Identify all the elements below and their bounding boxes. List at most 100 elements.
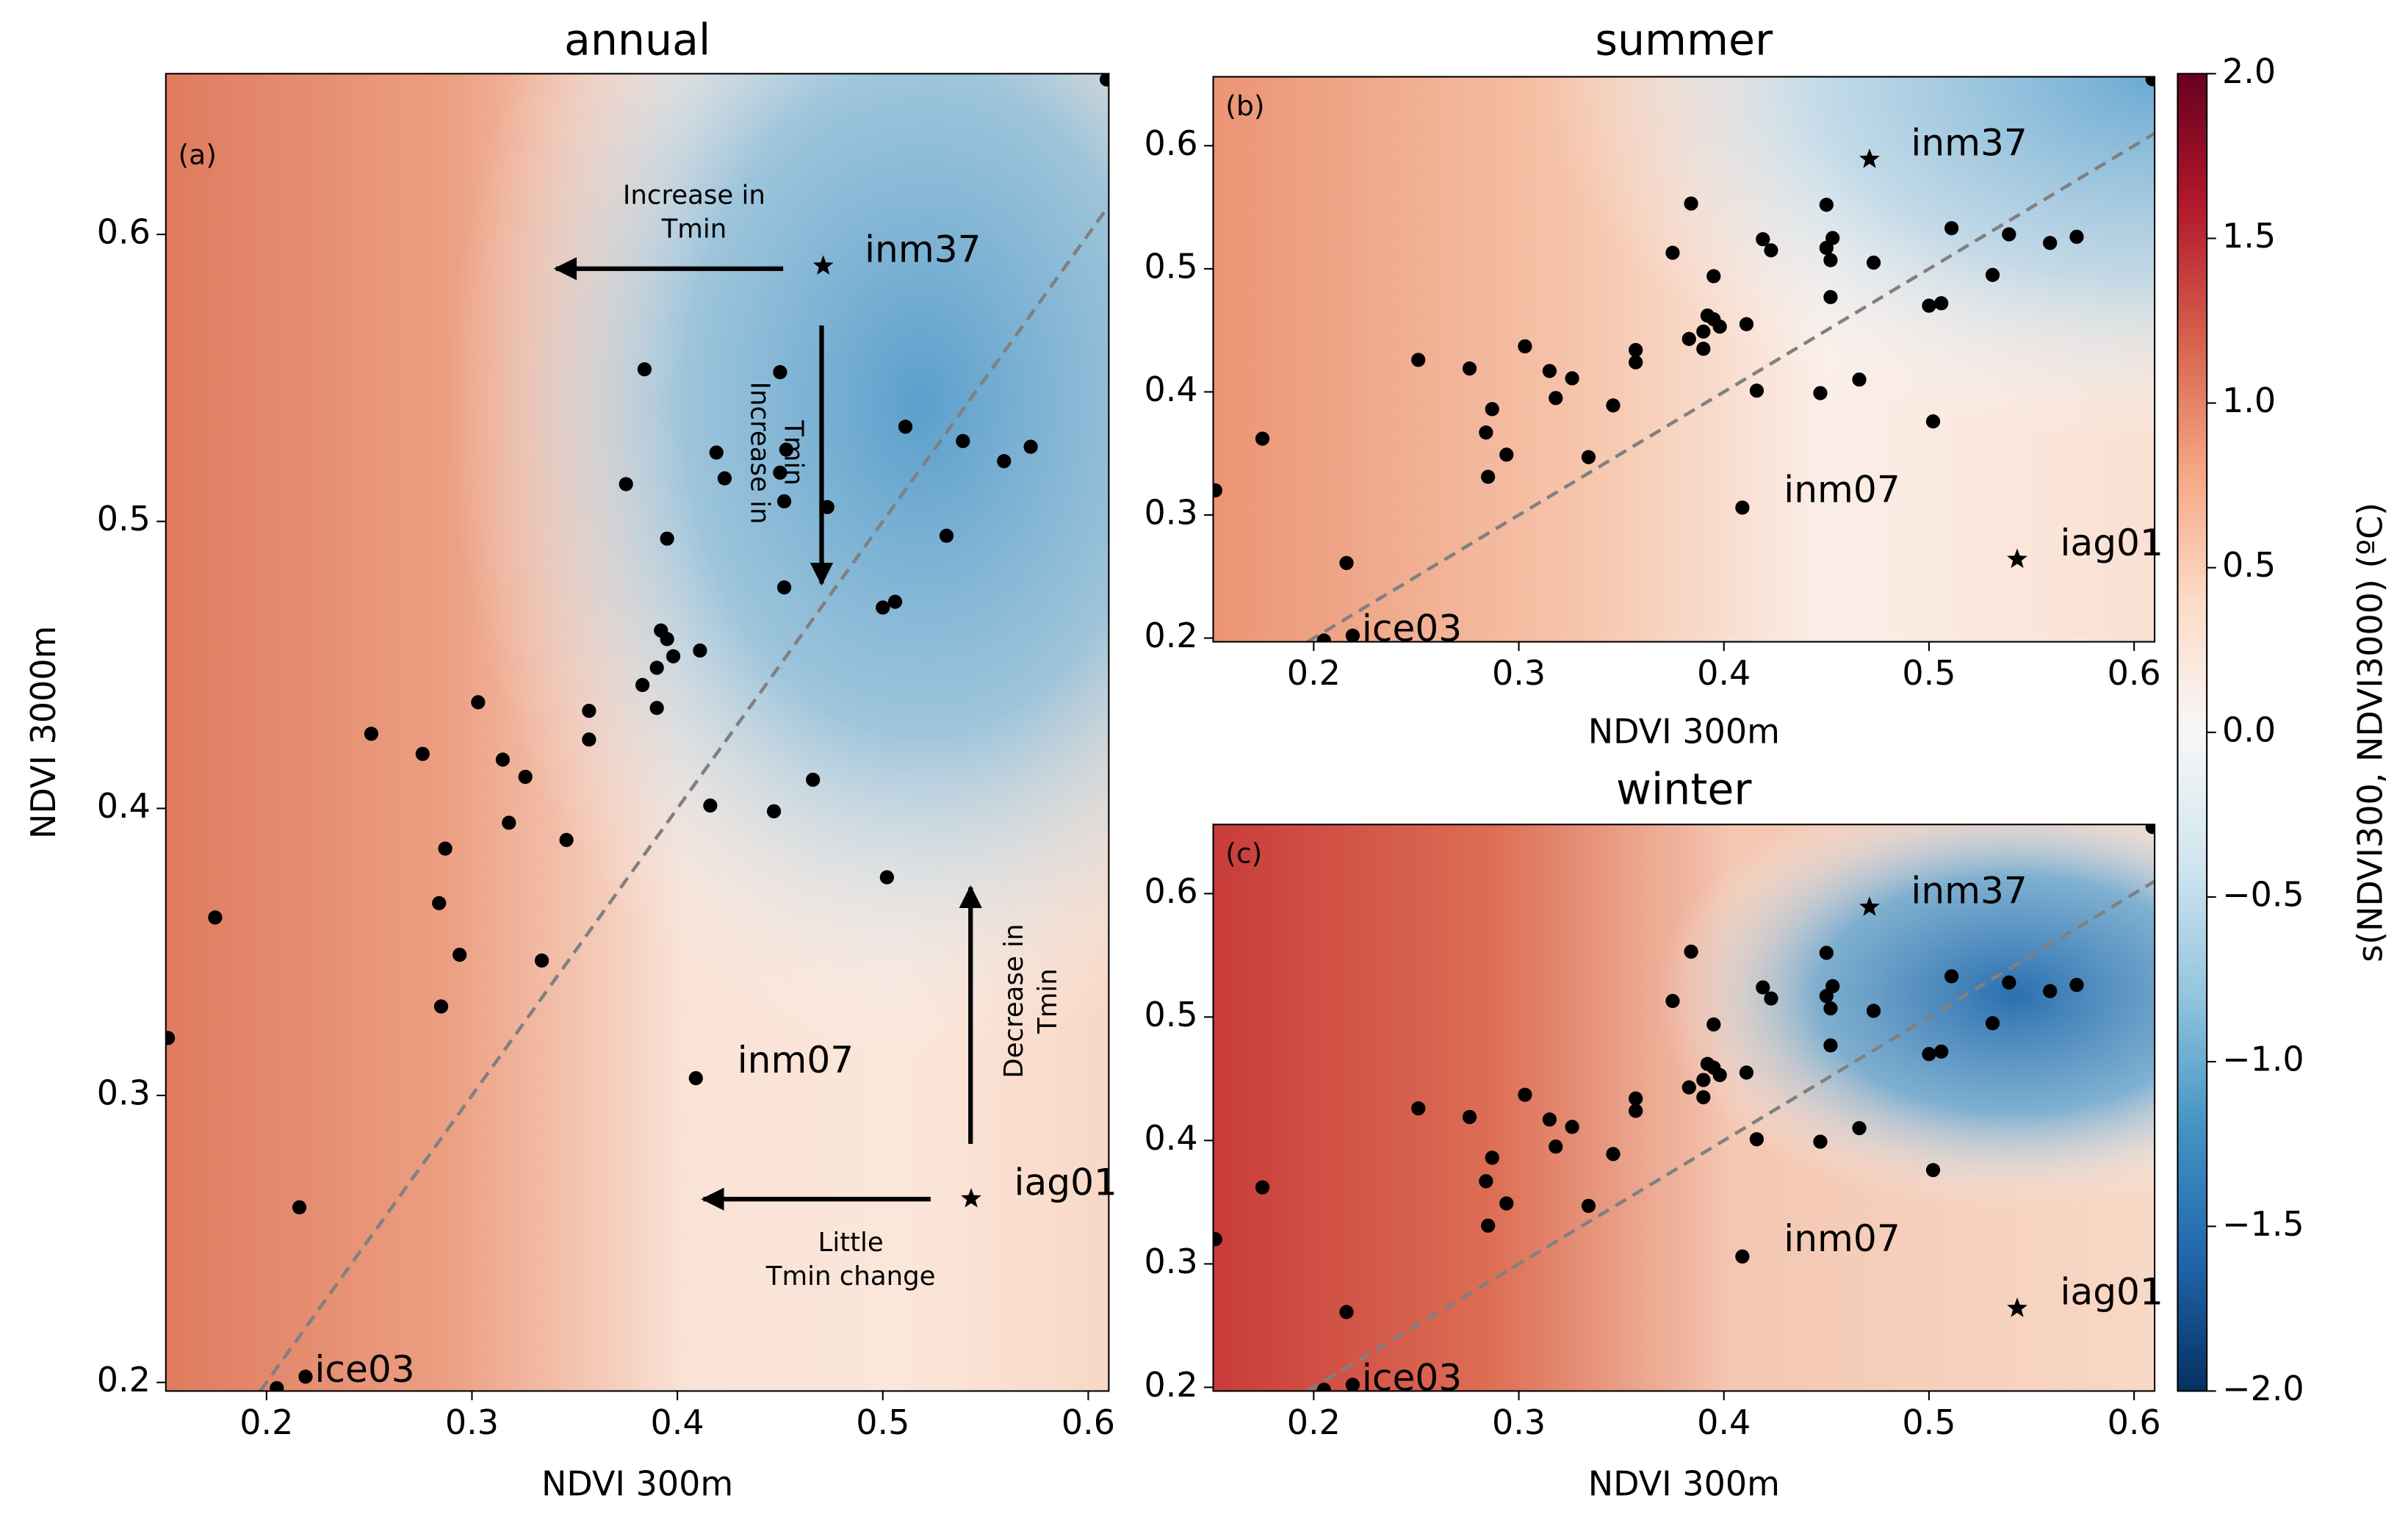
station-point — [1852, 372, 1867, 387]
station-point — [270, 1380, 284, 1391]
station-point — [534, 953, 549, 968]
station-point — [298, 1369, 313, 1384]
station-label: ice03 — [314, 1347, 414, 1391]
station-point — [997, 454, 1012, 469]
one-to-one-line — [259, 204, 1109, 1391]
station-point — [1764, 991, 1778, 1006]
colorbar-tick-label: −2.0 — [2222, 1369, 2304, 1408]
heatmap-cool — [1213, 76, 2155, 642]
station-point — [688, 1071, 703, 1086]
station-point — [2069, 229, 2084, 244]
y-tick-label: 0.2 — [1144, 616, 1198, 655]
x-tick-label: 0.3 — [1492, 1402, 1546, 1442]
station-point — [1944, 220, 1959, 236]
colorbar-tick-label: −1.0 — [2222, 1040, 2304, 1079]
station-label: iag01 — [1014, 1160, 1117, 1203]
station-label: iag01 — [2061, 521, 2163, 564]
station-star — [2007, 1297, 2027, 1317]
station-point — [1481, 1218, 1496, 1233]
plot-area — [1213, 76, 2155, 642]
station-point — [876, 600, 890, 615]
station-point — [2043, 236, 2058, 251]
station-point — [1696, 1089, 1711, 1105]
station-point — [1696, 324, 1711, 339]
station-star — [1859, 896, 1880, 916]
station-point — [1565, 371, 1579, 386]
station-point — [1606, 1147, 1621, 1161]
station-point — [1749, 1132, 1764, 1147]
station-point — [776, 494, 792, 509]
station-star — [1859, 148, 1880, 168]
axes-frame — [1212, 824, 2156, 1392]
panel-title: summer — [1595, 15, 1773, 65]
station-point — [1922, 1047, 1936, 1062]
colorbar-tick-label: 0.0 — [2222, 710, 2276, 749]
plot-area — [1213, 824, 2155, 1391]
station-point — [502, 815, 516, 830]
station-point — [1345, 1377, 1360, 1391]
station-label: ice03 — [1362, 1355, 1462, 1399]
station-point — [666, 649, 681, 663]
station-point — [1925, 1163, 1941, 1178]
station-point — [703, 798, 718, 813]
station-point — [1985, 1016, 2000, 1031]
station-point — [1549, 1139, 1563, 1154]
panel-title: winter — [1616, 765, 1752, 815]
station-point — [1696, 1073, 1711, 1087]
station-point — [1681, 331, 1696, 347]
station-point — [1411, 1101, 1426, 1116]
colorbar-tick-label: 1.5 — [2222, 216, 2276, 256]
station-point — [879, 870, 894, 885]
station-label: inm07 — [1784, 1217, 1900, 1260]
station-point — [1934, 1044, 1949, 1059]
station-point — [1866, 255, 1881, 270]
station-point — [1255, 1180, 1270, 1195]
station-point — [1629, 342, 1643, 358]
x-tick-label: 0.2 — [1287, 653, 1341, 693]
annotation-text: Tmin — [661, 214, 727, 244]
station-point — [1712, 320, 1727, 334]
station-point — [635, 677, 650, 693]
y-tick-label: 0.5 — [1144, 995, 1198, 1034]
station-point — [1764, 243, 1778, 258]
x-tick-label: 0.2 — [1287, 1402, 1341, 1442]
station-point — [2002, 975, 2016, 990]
annotation-text: Tmin — [779, 419, 809, 486]
station-point — [1825, 231, 1840, 245]
station-point — [1499, 1196, 1514, 1211]
annotation-text: Decrease in — [999, 924, 1029, 1078]
station-point — [292, 1200, 307, 1215]
station-point — [1481, 469, 1496, 484]
y-tick-label: 0.5 — [97, 499, 151, 539]
station-point — [1944, 969, 1959, 984]
annotation-text: Tmin change — [765, 1261, 936, 1292]
station-point — [1316, 1383, 1331, 1391]
station-point — [1925, 414, 1941, 429]
x-tick-label: 0.4 — [1697, 1402, 1751, 1442]
station-point — [1485, 1150, 1499, 1165]
x-tick-label: 0.6 — [2108, 1402, 2161, 1442]
colorbar-tick-label: 1.0 — [2222, 381, 2276, 420]
station-point — [956, 433, 970, 448]
y-tick-label: 0.3 — [1144, 1242, 1198, 1281]
station-point — [649, 660, 664, 675]
station-point — [1819, 198, 1834, 212]
station-point — [1316, 633, 1331, 642]
station-point — [1756, 980, 1770, 995]
station-point — [709, 445, 724, 460]
y-tick-label: 0.2 — [97, 1360, 151, 1400]
y-tick-label: 0.6 — [97, 212, 151, 252]
annotation-text: Tmin — [1033, 968, 1063, 1034]
station-point — [660, 531, 674, 546]
station-point — [1213, 483, 1222, 498]
station-point — [717, 471, 732, 486]
station-point — [693, 643, 707, 658]
station-point — [1665, 245, 1680, 260]
station-point — [1735, 1249, 1750, 1264]
station-point — [1479, 425, 1493, 440]
y-tick-label: 0.4 — [1144, 1118, 1198, 1158]
station-point — [1023, 439, 1038, 454]
station-point — [1606, 398, 1621, 413]
x-tick-label: 0.5 — [1902, 1402, 1955, 1442]
station-point — [1706, 1017, 1721, 1032]
